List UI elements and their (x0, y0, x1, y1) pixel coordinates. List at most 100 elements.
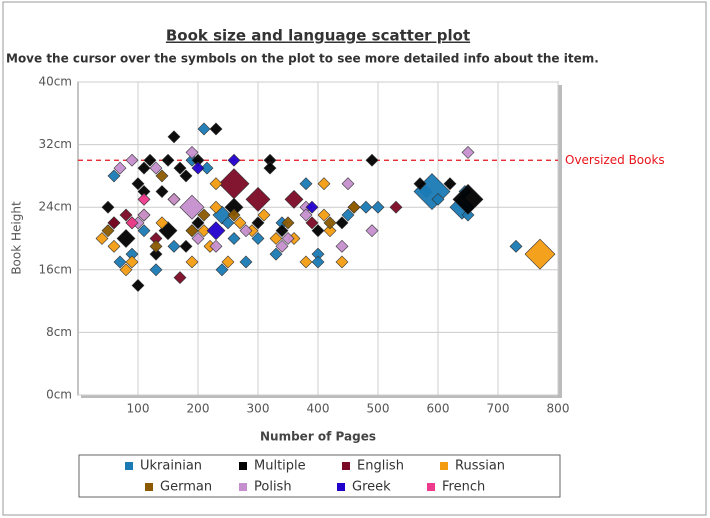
point (107, 169, 121, 183)
point (509, 239, 523, 253)
point (209, 200, 223, 214)
point (335, 239, 349, 253)
point (281, 232, 295, 245)
point (239, 255, 253, 269)
point (413, 177, 427, 191)
point (101, 224, 115, 238)
legend-label: Greek (352, 480, 391, 495)
point (323, 216, 337, 230)
point (137, 161, 151, 175)
point (359, 200, 373, 214)
point (209, 122, 223, 136)
point (125, 216, 139, 230)
point (443, 177, 457, 191)
point (461, 146, 475, 159)
point (107, 216, 121, 230)
point (149, 263, 163, 277)
point (275, 224, 289, 238)
legend-label: Russian (455, 459, 505, 474)
point (365, 153, 379, 167)
legend (78, 454, 561, 498)
point (101, 200, 115, 214)
legend-label: English (357, 459, 404, 474)
legend-label: German (160, 480, 212, 495)
y-tick-label: 16cm (38, 262, 72, 276)
point (323, 224, 337, 238)
point (263, 161, 277, 175)
point (200, 161, 214, 175)
x-tick-label: 700 (487, 402, 510, 416)
subtitle: Move the cursor over the symbols on the … (6, 52, 599, 66)
point (347, 200, 361, 214)
point (431, 192, 445, 206)
point (341, 177, 355, 191)
point (206, 221, 226, 241)
x-tick-label: 500 (367, 402, 390, 416)
point (305, 200, 319, 214)
point (131, 279, 145, 292)
point (197, 208, 211, 222)
point (251, 232, 265, 245)
point (167, 130, 181, 144)
x-tick-label: 200 (187, 402, 210, 416)
point (137, 208, 151, 222)
legend-swatch (342, 462, 350, 470)
point (197, 122, 211, 136)
y-tick-label: 24cm (38, 200, 72, 214)
point (173, 161, 187, 175)
point (335, 255, 349, 269)
x-tick-label: 100 (127, 402, 150, 416)
point (221, 216, 235, 230)
point (269, 247, 283, 261)
point (191, 161, 205, 175)
point (305, 216, 319, 230)
legend-swatch (145, 483, 153, 491)
point (161, 153, 175, 167)
point (251, 216, 265, 230)
point (269, 232, 283, 245)
point (179, 169, 193, 183)
point (299, 208, 313, 222)
legend-swatch (427, 483, 435, 491)
point (185, 255, 199, 269)
point (218, 168, 250, 200)
point (227, 208, 241, 222)
point (299, 255, 313, 269)
x-tick-label: 300 (247, 402, 270, 416)
chart-title: Book size and language scatter plot (166, 27, 470, 45)
point (524, 238, 556, 270)
point (191, 216, 205, 230)
legend-swatch (125, 462, 133, 470)
point (125, 153, 139, 167)
point (149, 239, 163, 253)
x-tick-label: 800 (547, 402, 570, 416)
point (257, 208, 271, 222)
point (209, 239, 223, 253)
point (209, 177, 223, 191)
point (389, 200, 403, 214)
point (113, 255, 127, 269)
reference-label: Oversized Books (565, 153, 665, 167)
x-tick-label: 600 (427, 402, 450, 416)
point (335, 216, 349, 230)
point (281, 216, 295, 230)
point (221, 255, 235, 269)
point (173, 271, 187, 285)
point (155, 185, 169, 198)
point (191, 232, 205, 245)
legend-label: Polish (254, 480, 292, 495)
y-tick-label: 40cm (38, 75, 72, 89)
point (167, 192, 181, 206)
point (179, 239, 193, 253)
point (317, 208, 331, 222)
point (371, 200, 385, 214)
point (119, 263, 133, 277)
point (311, 255, 325, 269)
legend-label: Ukrainian (140, 459, 202, 474)
point (137, 192, 151, 206)
point (179, 194, 205, 220)
point (125, 255, 139, 269)
point (284, 189, 304, 209)
point (185, 224, 199, 238)
